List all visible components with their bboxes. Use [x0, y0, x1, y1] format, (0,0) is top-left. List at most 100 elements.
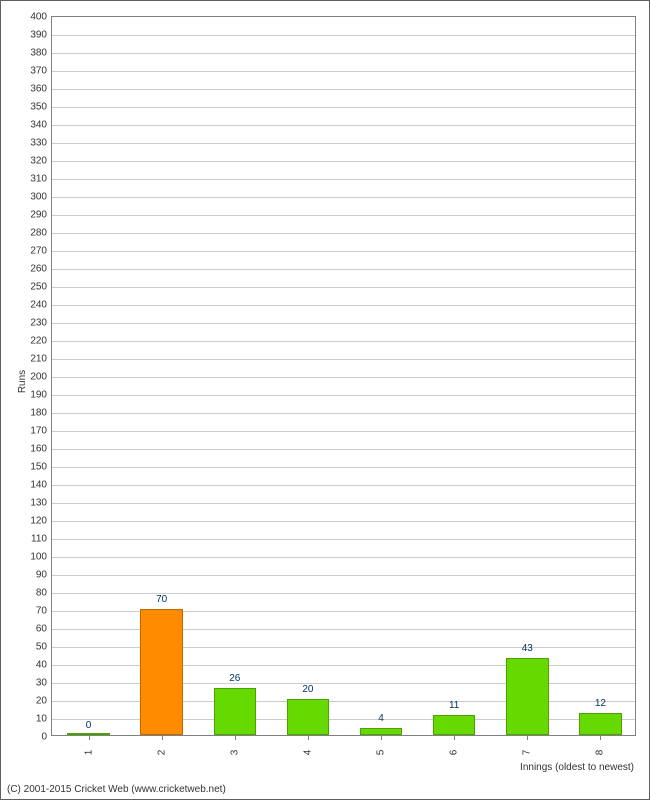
x-axis-title: Innings (oldest to newest): [520, 762, 634, 773]
y-tick-label: 250: [30, 282, 47, 293]
y-tick-label: 200: [30, 372, 47, 383]
y-tick-label: 70: [36, 606, 47, 617]
x-tick-mark: [162, 735, 163, 740]
x-tick-label: 2: [156, 750, 167, 756]
y-tick-label: 310: [30, 174, 47, 185]
x-tick-label: 8: [595, 750, 606, 756]
y-tick-label: 80: [36, 588, 47, 599]
y-tick-label: 130: [30, 498, 47, 509]
y-tick-label: 180: [30, 408, 47, 419]
gridline: [52, 233, 635, 234]
y-tick-label: 120: [30, 516, 47, 527]
y-tick-label: 360: [30, 84, 47, 95]
bar: [433, 715, 475, 735]
gridline: [52, 485, 635, 486]
gridline: [52, 305, 635, 306]
gridline: [52, 89, 635, 90]
x-tick-mark: [527, 735, 528, 740]
y-tick-label: 100: [30, 552, 47, 563]
y-tick-label: 350: [30, 102, 47, 113]
gridline: [52, 557, 635, 558]
copyright-footer: (C) 2001-2015 Cricket Web (www.cricketwe…: [7, 784, 226, 795]
gridline: [52, 503, 635, 504]
x-tick-mark: [600, 735, 601, 740]
y-tick-label: 300: [30, 192, 47, 203]
gridline: [52, 269, 635, 270]
gridline: [52, 35, 635, 36]
gridline: [52, 179, 635, 180]
x-tick-mark: [308, 735, 309, 740]
plot-area: 0102030405060708090100110120130140150160…: [51, 16, 636, 736]
gridline: [52, 197, 635, 198]
bar: [214, 688, 256, 735]
bar-value-label: 0: [86, 720, 92, 731]
gridline: [52, 287, 635, 288]
y-tick-label: 340: [30, 120, 47, 131]
gridline: [52, 107, 635, 108]
gridline: [52, 593, 635, 594]
x-tick-mark: [454, 735, 455, 740]
bar: [140, 609, 182, 735]
gridline: [52, 125, 635, 126]
gridline: [52, 161, 635, 162]
bar-value-label: 20: [302, 684, 313, 695]
y-tick-label: 320: [30, 156, 47, 167]
y-tick-label: 260: [30, 264, 47, 275]
x-tick-label: 4: [302, 750, 313, 756]
y-tick-label: 140: [30, 480, 47, 491]
gridline: [52, 611, 635, 612]
y-tick-label: 60: [36, 624, 47, 635]
y-tick-label: 150: [30, 462, 47, 473]
bar: [579, 713, 621, 735]
x-tick-mark: [89, 735, 90, 740]
bar-value-label: 12: [595, 698, 606, 709]
bar-value-label: 11: [449, 700, 459, 711]
y-tick-label: 160: [30, 444, 47, 455]
y-tick-label: 90: [36, 570, 47, 581]
x-tick-label: 7: [522, 750, 533, 756]
y-tick-label: 240: [30, 300, 47, 311]
y-tick-label: 40: [36, 660, 47, 671]
bar: [287, 699, 329, 735]
gridline: [52, 377, 635, 378]
y-tick-label: 10: [36, 714, 47, 725]
x-tick-mark: [235, 735, 236, 740]
x-tick-label: 5: [376, 750, 387, 756]
gridline: [52, 539, 635, 540]
y-tick-label: 380: [30, 48, 47, 59]
y-axis-title: Runs: [17, 370, 28, 393]
x-tick-label: 6: [449, 750, 460, 756]
gridline: [52, 449, 635, 450]
y-tick-label: 290: [30, 210, 47, 221]
chart-container: 0102030405060708090100110120130140150160…: [0, 0, 650, 800]
gridline: [52, 71, 635, 72]
gridline: [52, 251, 635, 252]
x-tick-label: 3: [229, 750, 240, 756]
gridline: [52, 629, 635, 630]
y-tick-label: 230: [30, 318, 47, 329]
x-tick-mark: [381, 735, 382, 740]
y-tick-label: 220: [30, 336, 47, 347]
gridline: [52, 143, 635, 144]
x-tick-label: 1: [83, 750, 94, 756]
y-tick-label: 50: [36, 642, 47, 653]
y-tick-label: 0: [41, 732, 47, 743]
gridline: [52, 431, 635, 432]
y-tick-label: 270: [30, 246, 47, 257]
y-tick-label: 390: [30, 30, 47, 41]
gridline: [52, 359, 635, 360]
bar-value-label: 26: [229, 673, 240, 684]
gridline: [52, 647, 635, 648]
y-tick-label: 280: [30, 228, 47, 239]
gridline: [52, 215, 635, 216]
bar: [360, 728, 402, 735]
y-tick-label: 20: [36, 696, 47, 707]
y-tick-label: 190: [30, 390, 47, 401]
y-tick-label: 370: [30, 66, 47, 77]
y-tick-label: 110: [31, 534, 47, 545]
gridline: [52, 341, 635, 342]
gridline: [52, 413, 635, 414]
gridline: [52, 53, 635, 54]
bar: [506, 658, 548, 735]
bar-value-label: 70: [156, 594, 167, 605]
